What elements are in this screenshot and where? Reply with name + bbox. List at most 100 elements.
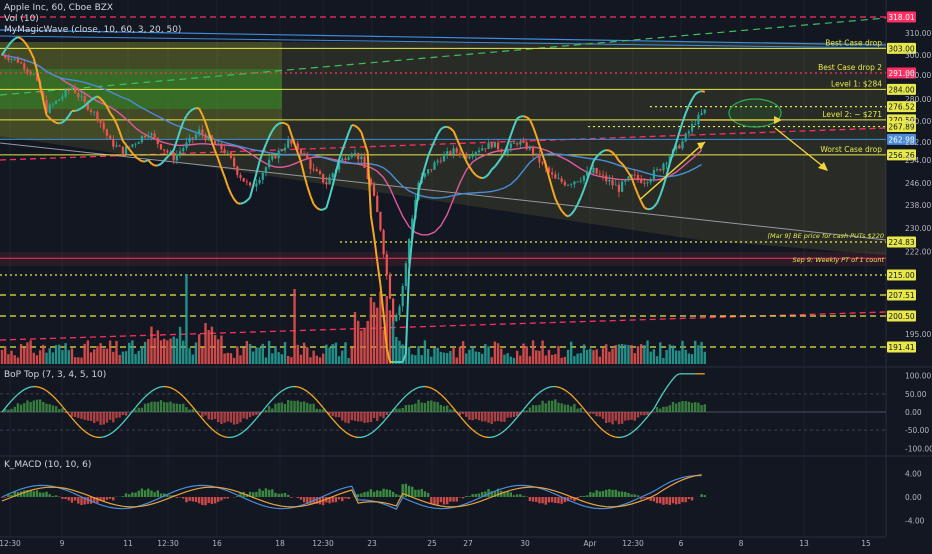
wave-indicator-title[interactable]: MyMagicWave (close, 10, 60, 3, 20, 50) bbox=[4, 25, 181, 35]
symbol-title[interactable]: Apple Inc, 60, Cboe BZX bbox=[4, 3, 113, 13]
candle-body bbox=[697, 115, 699, 124]
candle-body bbox=[634, 175, 636, 176]
volume-bar bbox=[516, 351, 518, 364]
macd-histogram-bar bbox=[532, 497, 534, 502]
bop-histogram-bar bbox=[150, 402, 152, 412]
bop-histogram-bar bbox=[417, 400, 419, 412]
bop-histogram-bar bbox=[627, 412, 629, 420]
macd-histogram-bar bbox=[665, 497, 667, 504]
bop-histogram-bar bbox=[421, 403, 423, 412]
volume-bar bbox=[681, 341, 683, 364]
macd-axis-tick: 0.00 bbox=[905, 493, 922, 502]
candle-body bbox=[481, 148, 483, 150]
volume-bar bbox=[176, 338, 178, 364]
macd-histogram-bar bbox=[141, 489, 143, 497]
volume-bar bbox=[408, 347, 410, 364]
macd-histogram-bar bbox=[262, 491, 264, 497]
volume-bar bbox=[354, 312, 356, 364]
bop-histogram-bar bbox=[198, 411, 200, 412]
macd-histogram-bar bbox=[541, 497, 543, 503]
macd-histogram-bar bbox=[335, 497, 337, 502]
level-note: Sep 9: Weekly PT of 1 count bbox=[793, 256, 885, 264]
volume-bar bbox=[440, 352, 442, 364]
bop-histogram-bar bbox=[109, 412, 111, 420]
macd-histogram-bar bbox=[608, 489, 610, 497]
volume-bar bbox=[328, 348, 330, 364]
candle-body bbox=[262, 173, 264, 180]
volume-bar bbox=[538, 351, 540, 364]
volume-bar bbox=[481, 354, 483, 364]
candle-body bbox=[328, 177, 330, 184]
macd-histogram-bar bbox=[519, 494, 521, 497]
candle-body bbox=[214, 141, 216, 144]
volume-bar bbox=[398, 341, 400, 364]
bop-histogram-bar bbox=[341, 412, 343, 421]
volume-bar bbox=[411, 354, 413, 364]
macd-histogram-bar bbox=[80, 497, 82, 505]
volume-bar bbox=[262, 344, 264, 364]
volume-bar bbox=[55, 345, 57, 364]
candle-body bbox=[650, 179, 652, 182]
candle-body bbox=[468, 157, 470, 159]
bop-histogram-bar bbox=[118, 412, 120, 417]
macd-histogram-bar bbox=[376, 490, 378, 497]
candle-body bbox=[440, 161, 442, 162]
macd-histogram-bar bbox=[277, 494, 279, 497]
candle-body bbox=[271, 156, 273, 160]
macd-histogram-bar bbox=[595, 490, 597, 497]
candle-body bbox=[265, 167, 267, 173]
volume-bar bbox=[182, 341, 184, 364]
bop-indicator-title[interactable]: BoP Top (7, 3, 4, 5, 10) bbox=[4, 370, 106, 380]
volume-indicator-title[interactable]: Vol (10) bbox=[4, 14, 39, 24]
bop-histogram-bar bbox=[675, 403, 677, 412]
macd-histogram-bar bbox=[252, 492, 254, 497]
price-level-label: 224.83 bbox=[888, 238, 914, 247]
candle-body bbox=[427, 169, 429, 173]
volume-bar bbox=[580, 353, 582, 364]
macd-histogram-bar bbox=[653, 497, 655, 501]
macd-histogram-bar bbox=[583, 496, 585, 497]
macd-histogram-bar bbox=[589, 492, 591, 497]
candle-body bbox=[405, 263, 407, 286]
macd-histogram-bar bbox=[557, 497, 559, 503]
candle-body bbox=[615, 185, 617, 186]
candle-body bbox=[646, 182, 648, 183]
bop-histogram-bar bbox=[217, 412, 219, 422]
candle-body bbox=[239, 175, 241, 178]
time-axis-tick: 8 bbox=[739, 539, 744, 548]
candle-body bbox=[160, 144, 162, 149]
macd-indicator-title[interactable]: K_MACD (10, 10, 6) bbox=[4, 460, 91, 470]
candle-body bbox=[433, 162, 435, 169]
volume-bar bbox=[694, 341, 696, 364]
candle-body bbox=[522, 142, 524, 143]
bop-histogram-bar bbox=[58, 409, 60, 412]
candle-body bbox=[656, 169, 658, 170]
macd-histogram-bar bbox=[125, 493, 127, 497]
candle-body bbox=[624, 181, 626, 182]
candle-body bbox=[303, 154, 305, 155]
candle-body bbox=[685, 133, 687, 141]
volume-bar bbox=[96, 346, 98, 364]
macd-histogram-bar bbox=[618, 491, 620, 497]
bop-histogram-bar bbox=[395, 409, 397, 412]
macd-histogram-bar bbox=[704, 495, 706, 497]
candle-body bbox=[65, 90, 67, 97]
macd-histogram-bar bbox=[468, 496, 470, 497]
macd-histogram-bar bbox=[300, 497, 302, 500]
candle-body bbox=[452, 148, 454, 154]
bop-histogram-bar bbox=[293, 401, 295, 412]
volume-bar bbox=[39, 350, 41, 364]
volume-bar bbox=[125, 351, 127, 364]
candle-body bbox=[115, 145, 117, 146]
bop-histogram-bar bbox=[589, 412, 591, 414]
volume-bar bbox=[290, 357, 292, 364]
bop-line-segment bbox=[298, 387, 301, 388]
volume-bar bbox=[45, 353, 47, 364]
macd-histogram-bar bbox=[586, 495, 588, 497]
macd-histogram-bar bbox=[39, 492, 41, 497]
macd-histogram-bar bbox=[77, 497, 79, 504]
volume-bar bbox=[589, 349, 591, 364]
bop-histogram-bar bbox=[669, 405, 671, 412]
